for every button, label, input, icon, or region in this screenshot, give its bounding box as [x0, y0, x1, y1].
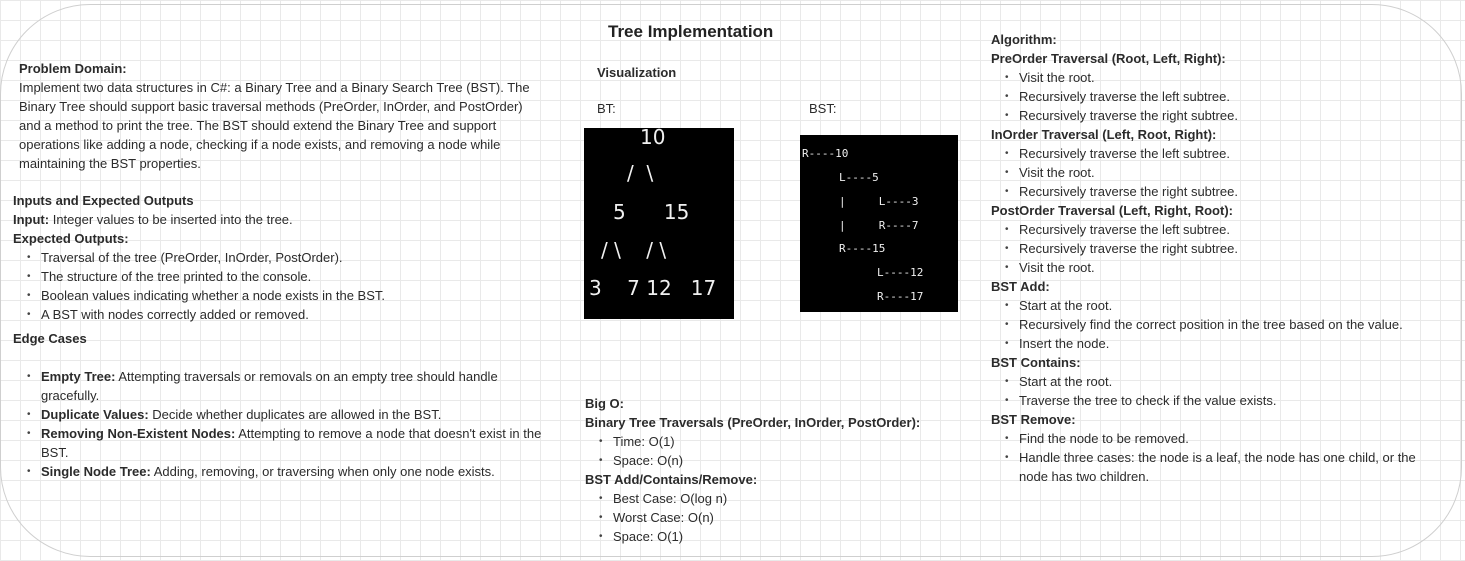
bt-console: 10 / \ 5 15 / \ / \ 3 7 12 17	[584, 125, 734, 319]
list-item: Insert the node.	[1005, 334, 1441, 353]
preorder-heading: PreOrder Traversal (Root, Left, Right):	[991, 51, 1226, 66]
edge-cases-list: Empty Tree: Attempting traversals or rem…	[13, 367, 543, 481]
bst-console: R----10 L----5 | L----3 | R----7 R----15…	[800, 135, 958, 312]
algorithm-heading: Algorithm:	[991, 32, 1057, 47]
preorder-list: Visit the root. Recursively traverse the…	[991, 68, 1441, 125]
bst-add-heading: BST Add:	[991, 279, 1050, 294]
bst-label: BST:	[809, 101, 837, 116]
list-item: Traverse the tree to check if the value …	[1005, 391, 1441, 410]
bt-line-branches2: / \ / \	[601, 238, 667, 262]
list-item: Best Case: O(log n)	[599, 489, 965, 508]
io-heading: Inputs and Expected Outputs	[13, 193, 194, 208]
list-item: Recursively traverse the left subtree.	[1005, 87, 1441, 106]
algorithm-block: Algorithm: PreOrder Traversal (Root, Lef…	[991, 30, 1441, 486]
problem-domain-text: Implement two data structures in C#: a B…	[19, 80, 530, 171]
edge-case-label: Empty Tree:	[41, 369, 116, 384]
list-item: Recursively traverse the right subtree.	[1005, 106, 1441, 125]
edge-case-text: Attempting traversals or removals on an …	[41, 369, 498, 403]
list-item: Time: O(1)	[599, 432, 965, 451]
inorder-list: Recursively traverse the left subtree. V…	[991, 144, 1441, 201]
list-item: Single Node Tree: Adding, removing, or t…	[27, 462, 543, 481]
input-label: Input:	[13, 212, 50, 227]
edge-case-text: Decide whether duplicates are allowed in…	[148, 407, 442, 422]
bst-line: | L----3	[839, 195, 919, 208]
list-item: Traversal of the tree (PreOrder, InOrder…	[27, 248, 543, 267]
bst-line: | R----7	[839, 219, 919, 232]
io-block: Inputs and Expected Outputs Input: Integ…	[13, 191, 543, 481]
list-item: Space: O(n)	[599, 451, 965, 470]
list-item: Visit the root.	[1005, 163, 1441, 182]
bt-line-branches: / \	[627, 161, 654, 185]
list-item: Boolean values indicating whether a node…	[27, 286, 543, 305]
list-item: Space: O(1)	[599, 527, 965, 546]
big-o-heading: Big O:	[585, 396, 624, 411]
bt-label: BT:	[597, 101, 616, 116]
bst-remove-heading: BST Remove:	[991, 412, 1076, 427]
list-item: Worst Case: O(n)	[599, 508, 965, 527]
bst-remove-list: Find the node to be removed. Handle thre…	[991, 429, 1419, 486]
bst-contains-list: Start at the root. Traverse the tree to …	[991, 372, 1441, 410]
bst-line: R----10	[802, 147, 849, 160]
edge-case-text: Adding, removing, or traversing when onl…	[150, 464, 495, 479]
visualization-heading-wrap: Visualization	[597, 63, 676, 82]
bst-contains-heading: BST Contains:	[991, 355, 1081, 370]
list-item: Handle three cases: the node is a leaf, …	[1005, 448, 1419, 486]
page-title: Tree Implementation	[608, 22, 774, 41]
edge-case-label: Removing Non-Existent Nodes:	[41, 426, 236, 441]
input-text: Integer values to be inserted into the t…	[49, 212, 293, 227]
edge-cases-heading: Edge Cases	[13, 331, 87, 346]
postorder-heading: PostOrder Traversal (Left, Right, Root):	[991, 203, 1233, 218]
bst-ops-heading: BST Add/Contains/Remove:	[585, 472, 758, 487]
list-item: Find the node to be removed.	[1005, 429, 1419, 448]
bt-line-level2: 5 15	[613, 200, 690, 224]
problem-domain-block: Problem Domain: Implement two data struc…	[19, 59, 534, 173]
bst-line: L----5	[839, 171, 879, 184]
list-item: Start at the root.	[1005, 372, 1441, 391]
bt-traversals-list: Time: O(1) Space: O(n)	[585, 432, 965, 470]
list-item: Removing Non-Existent Nodes: Attempting …	[27, 424, 543, 462]
list-item: A BST with nodes correctly added or remo…	[27, 305, 543, 324]
list-item: Recursively traverse the left subtree.	[1005, 220, 1441, 239]
whiteboard-frame	[0, 4, 1462, 557]
expected-outputs-heading: Expected Outputs:	[13, 231, 129, 246]
bst-ops-list: Best Case: O(log n) Worst Case: O(n) Spa…	[585, 489, 965, 546]
edge-case-label: Duplicate Values:	[41, 407, 149, 422]
list-item: Start at the root.	[1005, 296, 1441, 315]
edge-case-text: Attempting to remove a node that doesn't…	[41, 426, 542, 460]
bst-line: R----15	[839, 242, 886, 255]
bst-line: L----12	[877, 266, 924, 279]
list-item: Visit the root.	[1005, 68, 1441, 87]
list-item: Recursively traverse the right subtree.	[1005, 239, 1441, 258]
list-item: Visit the root.	[1005, 258, 1441, 277]
list-item: Empty Tree: Attempting traversals or rem…	[27, 367, 543, 405]
bt-line-root: 10	[640, 125, 666, 149]
list-item: Duplicate Values: Decide whether duplica…	[27, 405, 543, 424]
bst-line: R----17	[877, 290, 924, 303]
postorder-list: Recursively traverse the left subtree. R…	[991, 220, 1441, 277]
bst-add-list: Start at the root. Recursively find the …	[991, 296, 1441, 353]
list-item: Recursively find the correct position in…	[1005, 315, 1441, 334]
expected-outputs-list: Traversal of the tree (PreOrder, InOrder…	[13, 248, 543, 324]
visualization-heading: Visualization	[597, 65, 677, 80]
edge-case-label: Single Node Tree:	[41, 464, 151, 479]
list-item: Recursively traverse the right subtree.	[1005, 182, 1441, 201]
big-o-block: Big O: Binary Tree Traversals (PreOrder,…	[585, 394, 965, 546]
list-item: The structure of the tree printed to the…	[27, 267, 543, 286]
input-line: Input: Integer values to be inserted int…	[13, 210, 543, 229]
list-item: Recursively traverse the left subtree.	[1005, 144, 1441, 163]
bt-line-leaves: 3 7 12 17	[589, 276, 717, 300]
problem-domain-heading: Problem Domain:	[19, 61, 127, 76]
inorder-heading: InOrder Traversal (Left, Root, Right):	[991, 127, 1217, 142]
bt-traversals-heading: Binary Tree Traversals (PreOrder, InOrde…	[585, 415, 921, 430]
